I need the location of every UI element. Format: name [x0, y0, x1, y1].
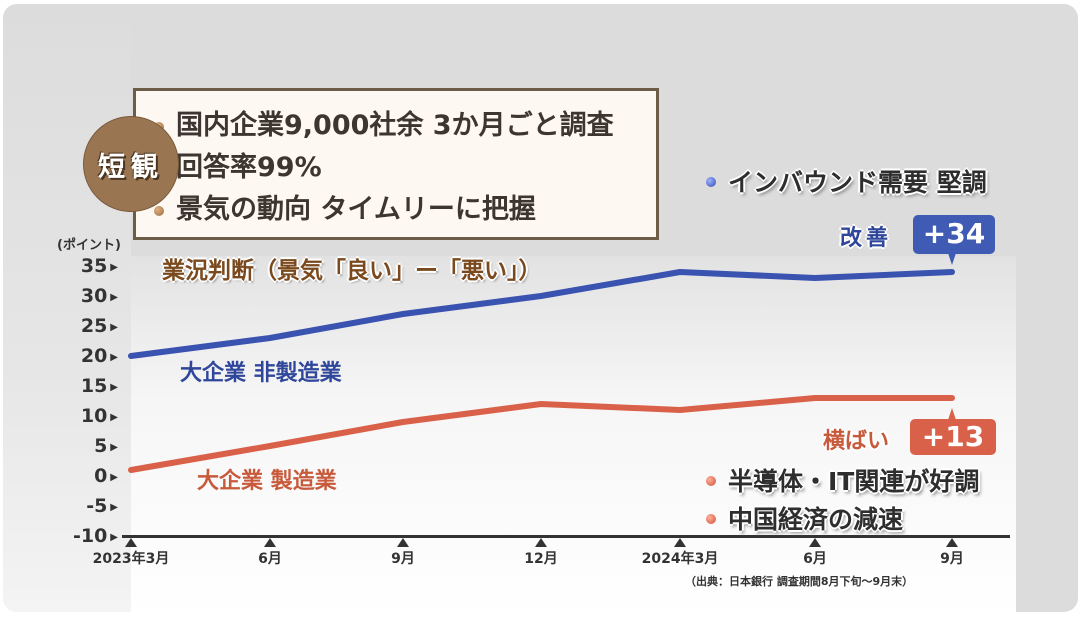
bullet-dot-icon	[706, 476, 716, 486]
x-tick-label: 6月	[803, 551, 827, 567]
y-tick-label: 35 ▶	[80, 255, 118, 277]
tick-arrow-icon: ▶	[110, 412, 118, 423]
info-bullets: 国内企業9,000社余 3か月ごと調査 回答率99% 景気の動向 タイムリーに把…	[136, 91, 656, 231]
info-bullet: 回答率99%	[154, 147, 656, 189]
series-line-manufacturing	[128, 395, 955, 473]
change-word-flat: 横ばい	[823, 429, 890, 454]
x-tick-mark-icon	[946, 538, 958, 547]
x-tick-mark-icon	[264, 538, 276, 547]
x-tick-label: 9月	[391, 551, 415, 567]
tankan-badge-label: 短観	[98, 151, 164, 183]
y-tick-label: 5 ▶	[94, 435, 118, 457]
value-badge-non-manufacturing: +34	[913, 215, 995, 265]
series-label-manufacturing: 大企業 製造業	[197, 469, 337, 494]
x-tick-label: 6月	[258, 551, 282, 567]
x-tick-label: 9月	[940, 551, 964, 567]
tick-arrow-icon: ▶	[110, 382, 118, 393]
axis-background	[3, 4, 131, 612]
bullet-dot-icon	[706, 514, 716, 524]
y-tick-label: 15 ▶	[80, 375, 118, 397]
tick-arrow-icon: ▶	[110, 262, 118, 273]
x-tick-label: 12月	[524, 551, 558, 567]
y-tick-label: 20 ▶	[80, 345, 118, 367]
bullet-dot-icon	[706, 177, 716, 187]
x-axis-line	[122, 535, 1010, 538]
y-axis-unit: (ポイント)	[57, 238, 121, 253]
x-tick-mark-icon	[535, 538, 547, 547]
change-word-improve: 改善	[840, 226, 893, 251]
x-tick-label: 2023年3月	[92, 551, 170, 567]
value-badge-manufacturing: +13	[910, 408, 996, 455]
tick-arrow-icon: ▶	[110, 442, 118, 453]
plot-area	[131, 256, 1016, 612]
tick-arrow-icon: ▶	[110, 322, 118, 333]
chart-title: 業況判断（景気「良い」ー「悪い」）	[162, 258, 542, 284]
series-line-non-manufacturing	[128, 269, 955, 359]
tick-arrow-icon: ▶	[110, 352, 118, 363]
x-tick-mark-icon	[125, 538, 137, 547]
note-semiconductor: 半導体・IT関連が好調	[706, 462, 979, 498]
tankan-info-box: 国内企業9,000社余 3か月ごと調査 回答率99% 景気の動向 タイムリーに把…	[133, 88, 659, 240]
source-note: （出典：日本銀行 調査期間8月下旬～9月末）	[685, 575, 914, 588]
y-tick-label: -5 ▶	[86, 495, 118, 517]
tick-arrow-icon: ▶	[110, 292, 118, 303]
series-label-non-manufacturing: 大企業 非製造業	[180, 361, 342, 386]
info-bullet: 景気の動向 タイムリーに把握	[154, 189, 656, 231]
x-tick-mark-icon	[397, 538, 409, 547]
y-tick-label: 30 ▶	[80, 285, 118, 307]
tick-arrow-icon: ▶	[110, 532, 118, 543]
y-tick-label: 10 ▶	[80, 405, 118, 427]
x-tick-mark-icon	[674, 538, 686, 547]
y-tick-label: 0 ▶	[94, 465, 118, 487]
y-tick-label: 25 ▶	[80, 315, 118, 337]
tick-arrow-icon: ▶	[110, 502, 118, 513]
y-tick-label: -10 ▶	[72, 525, 118, 547]
x-tick-label: 2024年3月	[641, 551, 719, 567]
note-china: 中国経済の減速	[706, 500, 903, 536]
x-tick-mark-icon	[809, 538, 821, 547]
tankan-badge: 短観	[83, 116, 179, 212]
note-inbound: インバウンド需要 堅調	[706, 163, 987, 199]
tick-arrow-icon: ▶	[110, 472, 118, 483]
